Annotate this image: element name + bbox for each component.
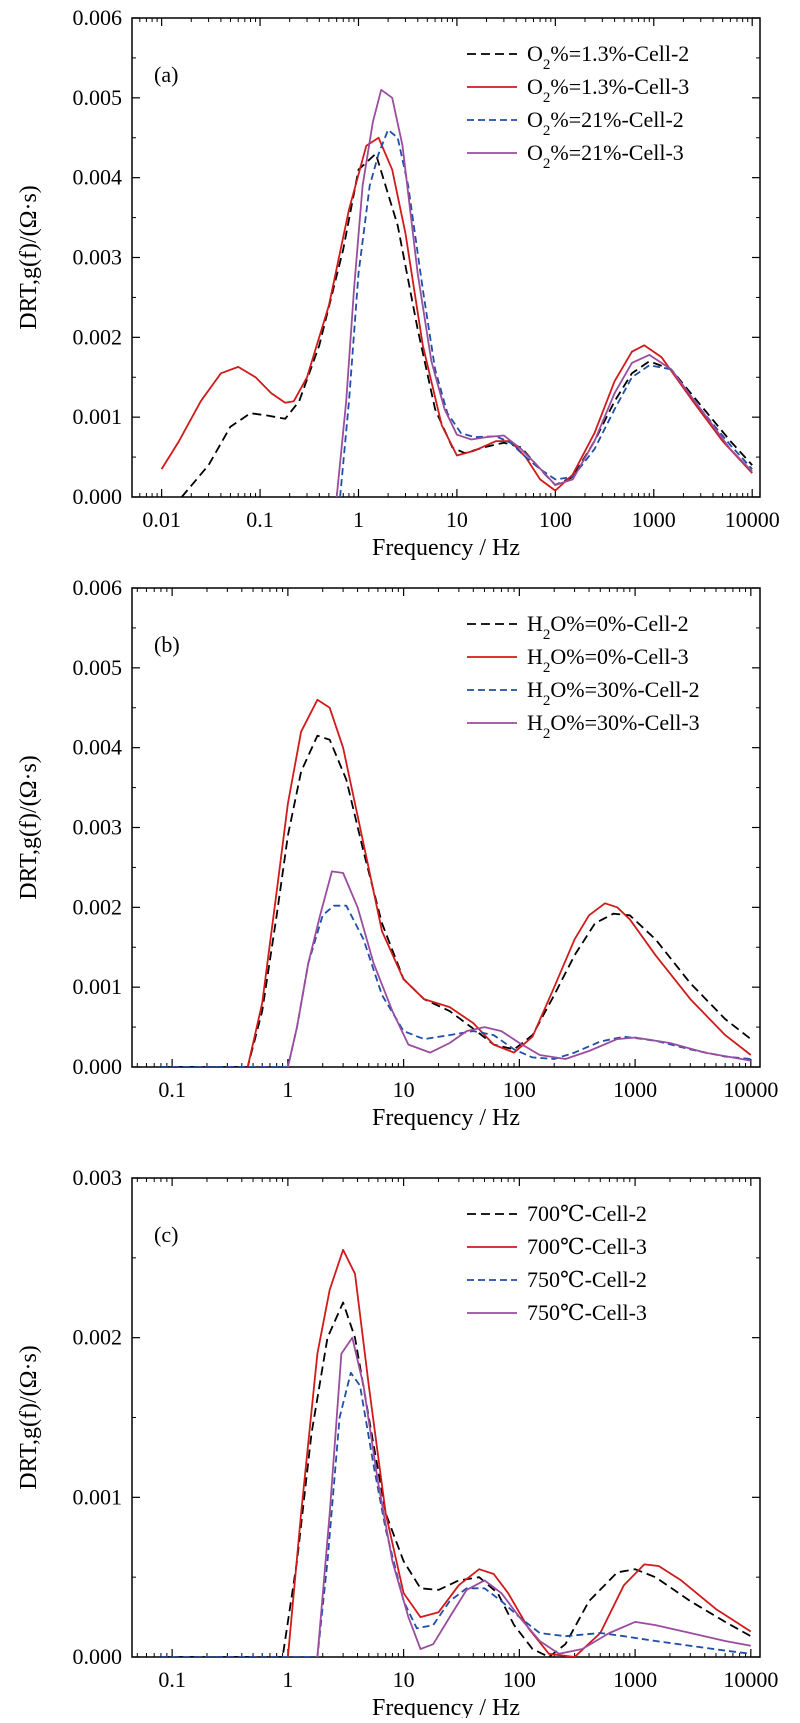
x-tick-label: 1000 [613, 1667, 657, 1692]
y-axis-label: DRT,g(f)/(Ω·s) [16, 185, 42, 330]
panel-label: (b) [154, 632, 180, 657]
series-line-1 [181, 152, 753, 497]
series-group [160, 1248, 752, 1657]
legend-entry: O2%=1.3%-Cell-2 [527, 41, 689, 73]
y-tick-label: 0.006 [73, 575, 123, 600]
x-tick-label: 1 [353, 507, 364, 532]
series-group [160, 698, 752, 1067]
x-tick-label: 100 [539, 507, 572, 532]
x-tick-label: 10000 [723, 1077, 778, 1102]
y-tick-label: 0.003 [73, 245, 123, 270]
y-tick-label: 0.004 [73, 735, 123, 760]
chart-panel-2: 0.1 1 10 100 1000 10000 0.000 0.001 0.002 0.003 0.… [16, 575, 778, 1131]
legend-entry: 750℃-Cell-2 [527, 1267, 647, 1292]
x-tick-label: 100 [503, 1667, 536, 1692]
y-tick-label: 0.003 [73, 815, 123, 840]
legend-entry: H2O%=30%-Cell-3 [527, 710, 700, 742]
x-tick-label: 0.1 [246, 507, 274, 532]
y-tick-label: 0.000 [73, 1054, 123, 1079]
legend-entry: O2%=1.3%-Cell-3 [527, 74, 689, 106]
series-line-4 [316, 1336, 751, 1657]
y-tick-label: 0.005 [73, 85, 123, 110]
y-tick-label: 0.000 [73, 1644, 123, 1669]
x-tick-label: 0.1 [158, 1667, 186, 1692]
y-tick-label: 0.004 [73, 165, 123, 190]
x-tick-label: 10 [393, 1077, 415, 1102]
x-tick-label: 1 [282, 1667, 293, 1692]
y-tick-label: 0.006 [73, 5, 123, 30]
x-axis-label: Frequency / Hz [372, 1105, 520, 1131]
panel-label: (c) [154, 1222, 178, 1247]
y-axis-label: DRT,g(f)/(Ω·s) [16, 755, 42, 900]
series-line-2 [160, 136, 753, 492]
series-line-4 [287, 870, 751, 1067]
x-axis-label: Frequency / Hz [372, 1695, 520, 1718]
legend-entry: H2O%=0%-Cell-2 [527, 611, 689, 643]
x-axis-label: Frequency / Hz [372, 535, 520, 561]
x-tick-label: 1000 [632, 507, 676, 532]
y-tick-label: 0.002 [73, 324, 123, 349]
legend-entry: O2%=21%-Cell-3 [527, 140, 684, 172]
series-line-2 [287, 1248, 752, 1657]
y-tick-label: 0.001 [73, 1484, 123, 1509]
x-tick-label: 10000 [723, 1667, 778, 1692]
series-group [160, 88, 753, 497]
legend-entry: O2%=21%-Cell-2 [527, 107, 684, 139]
x-tick-label: 1 [282, 1077, 293, 1102]
series-line-1 [160, 1301, 752, 1657]
legend-entry: 750℃-Cell-3 [527, 1300, 647, 1325]
chart-panel-3: 0.1 1 10 100 1000 10000 0.000 0.001 0.002 0.003 Fr… [16, 1165, 778, 1721]
series-line-3 [339, 128, 753, 497]
y-tick-label: 0.002 [73, 1325, 123, 1350]
series-line-3 [160, 1371, 751, 1657]
x-tick-label: 10000 [725, 507, 780, 532]
x-tick-label: 10 [393, 1667, 415, 1692]
y-tick-label: 0.003 [73, 1165, 123, 1190]
y-tick-label: 0.001 [73, 974, 123, 999]
chart-panel-1: 0.01 0.1 1 10 100 1000 10000 0.000 0.001 0.002 0.0… [16, 5, 780, 561]
series-line-2 [246, 698, 752, 1067]
legend-entry: 700℃-Cell-3 [527, 1234, 647, 1259]
legend-entry: H2O%=30%-Cell-2 [527, 677, 700, 709]
x-tick-label: 100 [503, 1077, 536, 1102]
x-tick-label: 1000 [613, 1077, 657, 1102]
legend-entry: 700℃-Cell-2 [527, 1201, 647, 1226]
panel-label: (a) [154, 62, 178, 87]
x-tick-label: 0.1 [158, 1077, 186, 1102]
series-line-3 [160, 904, 751, 1067]
y-tick-label: 0.001 [73, 404, 123, 429]
y-tick-label: 0.002 [73, 894, 123, 919]
series-line-1 [160, 734, 752, 1067]
y-tick-label: 0.000 [73, 484, 123, 509]
y-axis-label: DRT,g(f)/(Ω·s) [16, 1345, 42, 1490]
y-tick-label: 0.005 [73, 655, 123, 680]
legend-entry: H2O%=0%-Cell-3 [527, 644, 689, 676]
x-tick-label: 10 [446, 507, 468, 532]
x-tick-label: 0.01 [142, 507, 181, 532]
series-line-4 [335, 88, 753, 497]
